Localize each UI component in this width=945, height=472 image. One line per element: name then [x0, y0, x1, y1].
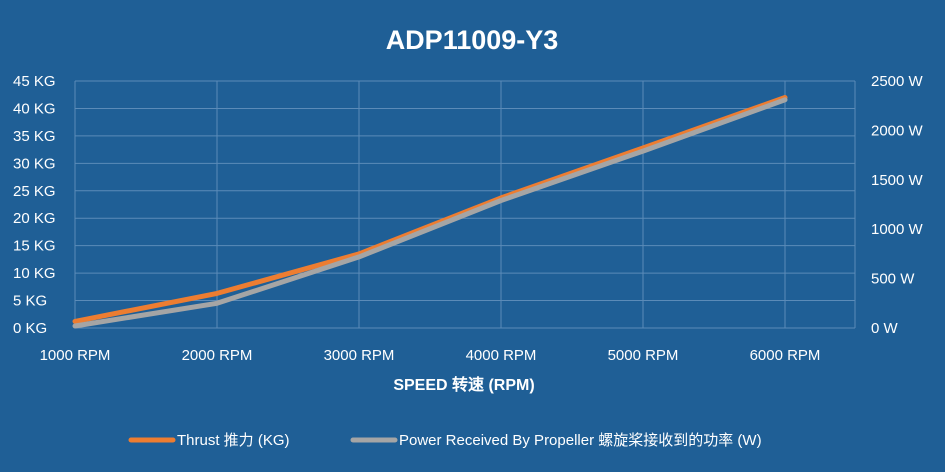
data-point [73, 319, 77, 323]
left-y-tick-label: 30 KG [13, 155, 56, 172]
data-point [73, 324, 77, 328]
right-y-tick-label: 0 W [871, 320, 899, 337]
right-y-tick-label: 2500 W [871, 73, 924, 90]
x-tick-label: 4000 RPM [466, 347, 537, 364]
data-point [783, 98, 787, 102]
gridlines [74, 80, 856, 329]
data-point [641, 149, 645, 153]
right-y-tick-label: 500 W [871, 271, 915, 288]
data-point [357, 255, 361, 259]
left-y-tick-label: 15 KG [13, 238, 56, 255]
left-y-tick-label: 0 KG [13, 320, 47, 337]
data-point [215, 301, 219, 305]
x-tick-label: 2000 RPM [182, 347, 253, 364]
legend-label: Thrust 推力 (KG) [177, 432, 290, 449]
right-y-axis: 0 W 500 W 1000 W 1500 W 2000 W 2500 W [871, 73, 924, 337]
x-tick-label: 3000 RPM [324, 347, 395, 364]
chart-title: ADP11009-Y3 [386, 25, 559, 55]
x-tick-label: 1000 RPM [40, 347, 111, 364]
x-tick-label: 6000 RPM [750, 347, 821, 364]
left-y-tick-label: 20 KG [13, 210, 56, 227]
left-y-tick-label: 25 KG [13, 183, 56, 200]
left-y-tick-label: 10 KG [13, 265, 56, 282]
x-axis-title: SPEED 转速 (RPM) [393, 375, 534, 394]
series-line-1 [72, 97, 788, 329]
legend: Thrust 推力 (KG) Power Received By Propelle… [128, 432, 762, 449]
left-y-tick-label: 5 KG [13, 293, 47, 310]
left-y-tick-label: 40 KG [13, 100, 56, 117]
series-line-0 [72, 95, 788, 324]
x-tick-label: 5000 RPM [608, 347, 679, 364]
left-y-tick-label: 45 KG [13, 73, 56, 90]
x-axis: 1000 RPM 2000 RPM 3000 RPM 4000 RPM 5000 RPM… [40, 347, 821, 364]
series-lines [72, 95, 788, 329]
right-y-tick-label: 1500 W [871, 172, 924, 189]
data-point [499, 199, 503, 203]
right-y-tick-label: 2000 W [871, 122, 924, 139]
left-y-tick-label: 35 KG [13, 128, 56, 145]
left-y-axis: 0 KG 5 KG 10 KG 15 KG 20 KG 25 KG 30 KG 35 KG 40… [13, 73, 56, 337]
data-point [215, 291, 219, 295]
right-y-tick-label: 1000 W [871, 221, 924, 238]
legend-label: Power Received By Propeller 螺旋桨接收到的功率 (W… [399, 432, 762, 449]
